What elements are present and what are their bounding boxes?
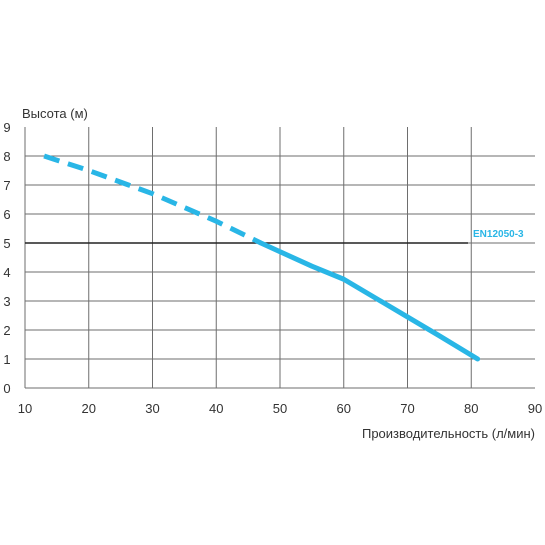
y-tick-label: 0 [3,381,10,396]
x-tick-label: 60 [337,401,351,416]
x-tick-label: 40 [209,401,223,416]
x-axis-title: Производительность (л/мин) [362,426,535,441]
x-tick-label: 20 [82,401,96,416]
y-tick-label: 4 [3,265,10,280]
series-line-dashed [43,153,262,246]
x-tick-label: 90 [528,401,542,416]
x-tick-label: 50 [273,401,287,416]
y-tick-label: 5 [3,236,10,251]
x-tick-label: 80 [464,401,478,416]
y-tick-label: 1 [3,352,10,367]
series-line-solid [258,240,481,362]
y-tick-label: 8 [3,149,10,164]
y-tick-labels: 0 1 2 3 4 5 6 7 8 9 [3,120,10,396]
y-tick-label: 9 [3,120,10,135]
y-tick-label: 6 [3,207,10,222]
x-tick-label: 30 [145,401,159,416]
series-group [43,153,481,362]
y-tick-label: 3 [3,294,10,309]
y-tick-label: 2 [3,323,10,338]
x-tick-label: 10 [18,401,32,416]
y-axis-title: Высота (м) [22,106,88,121]
y-tick-label: 7 [3,178,10,193]
x-tick-label: 70 [400,401,414,416]
x-tick-labels: 10 20 30 40 50 60 70 80 90 [18,401,542,416]
reference-line-label: EN12050-3 [473,229,524,240]
